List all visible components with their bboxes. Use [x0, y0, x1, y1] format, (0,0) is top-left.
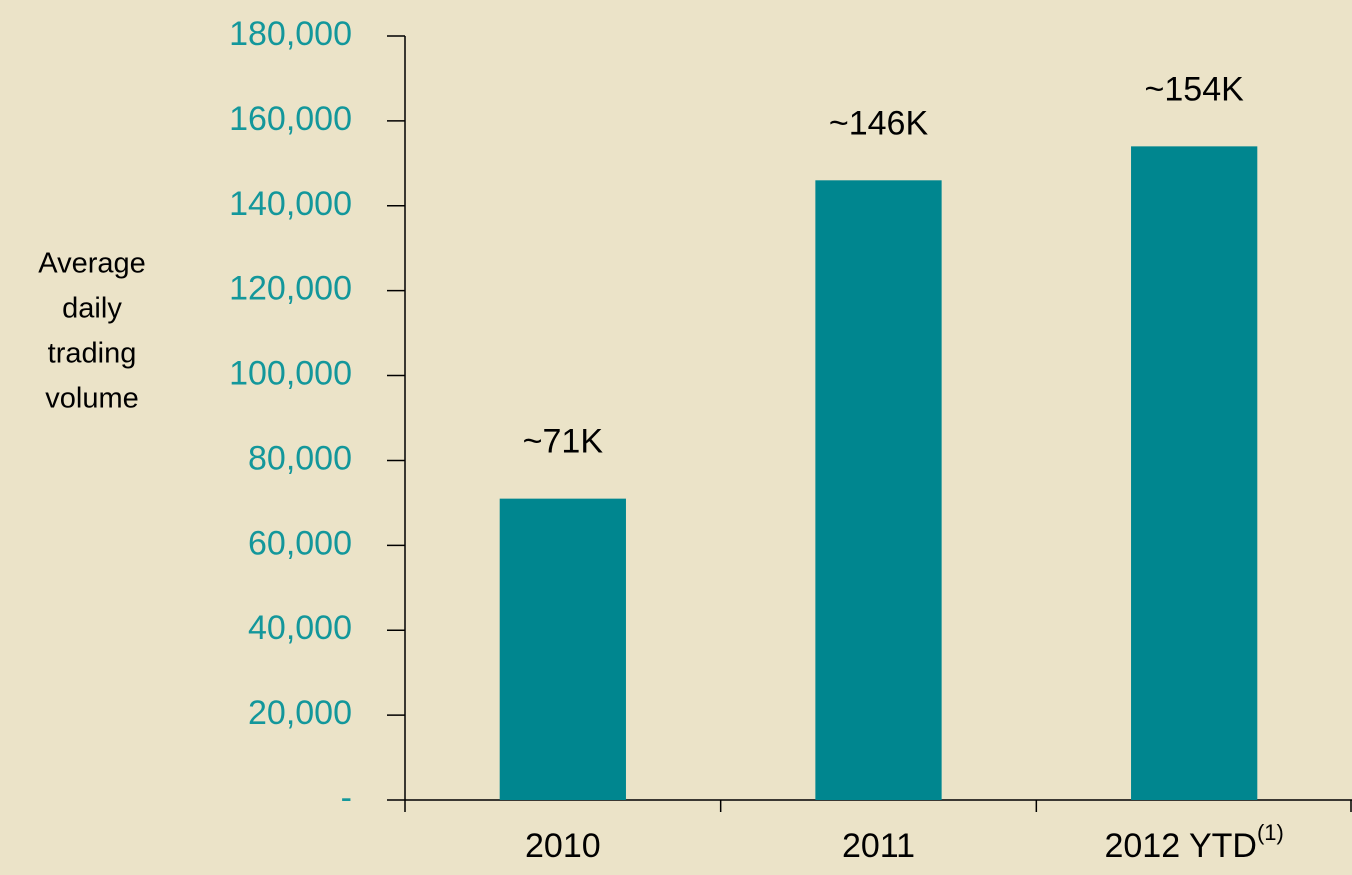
bar: [1131, 146, 1258, 800]
y-tick-label: 100,000: [229, 355, 352, 393]
y-tick-label: -: [341, 779, 352, 817]
y-axis-label: Average: [38, 248, 146, 280]
y-axis-label: volume: [45, 383, 139, 415]
y-tick-label: 20,000: [248, 694, 352, 732]
data-label: ~154K: [1145, 70, 1245, 108]
x-tick-label: 2011: [842, 827, 915, 865]
y-tick-label: 120,000: [229, 270, 352, 308]
y-tick-label: 40,000: [248, 609, 352, 647]
category-superscript: (1): [1257, 820, 1284, 845]
y-tick-label: 160,000: [229, 100, 352, 138]
bar: [815, 180, 942, 801]
y-tick-label: 80,000: [248, 439, 352, 477]
category-text: 2012 YTD: [1104, 827, 1256, 865]
category-text: 2011: [842, 827, 915, 865]
y-tick-label: 180,000: [229, 15, 352, 53]
y-tick-label: 140,000: [229, 185, 352, 223]
category-text: 2010: [525, 827, 601, 865]
y-tick-label: 60,000: [248, 524, 352, 562]
x-tick-label: 2012 YTD(1): [1104, 820, 1283, 865]
data-label: ~146K: [829, 104, 929, 142]
x-tick-label: 2010: [525, 827, 601, 865]
bar: [499, 498, 626, 800]
y-axis-label: daily: [62, 293, 122, 325]
y-axis-label: trading: [48, 338, 137, 370]
data-label: ~71K: [523, 423, 604, 461]
